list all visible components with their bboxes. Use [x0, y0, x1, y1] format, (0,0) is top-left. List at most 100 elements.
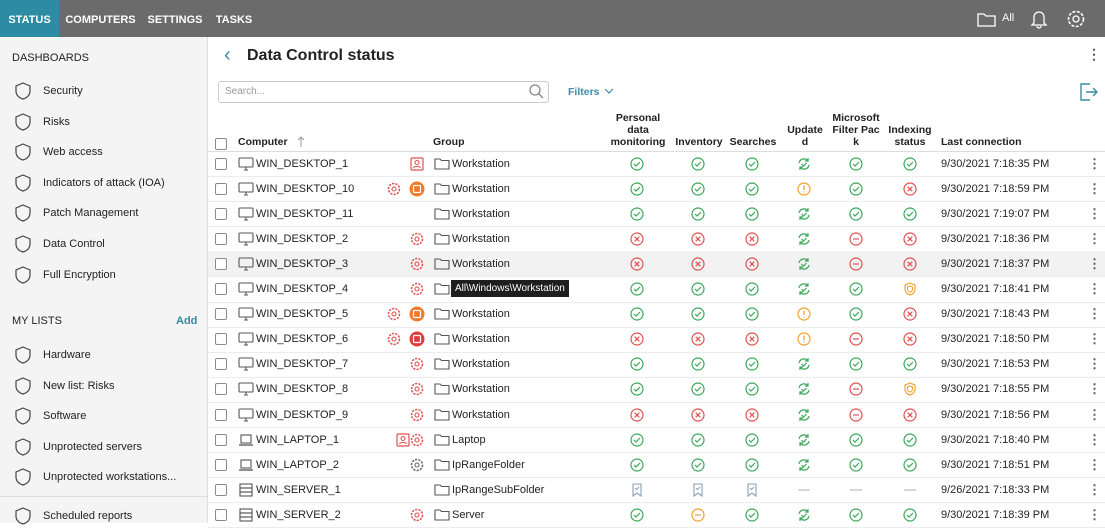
column-header[interactable]: Group — [433, 136, 465, 148]
icon-part — [15, 507, 31, 525]
column-header[interactable]: Searches — [729, 136, 777, 148]
back-button[interactable]: ‹ — [224, 44, 231, 66]
menu-item[interactable]: Patch Management — [43, 207, 139, 220]
row-menu[interactable]: ⋮ — [1088, 431, 1101, 447]
row-menu[interactable]: ⋮ — [1088, 356, 1101, 372]
row-checkbox[interactable] — [215, 257, 227, 270]
row-menu[interactable]: ⋮ — [1088, 481, 1101, 497]
row-menu[interactable]: ⋮ — [1088, 306, 1101, 322]
row-checkbox[interactable] — [215, 508, 227, 521]
menu-item[interactable]: Unprotected servers — [43, 440, 143, 453]
row-menu[interactable]: ⋮ — [1088, 456, 1101, 472]
table-row[interactable] — [208, 226, 1105, 253]
row-menu[interactable]: ⋮ — [1088, 205, 1101, 221]
row-menu[interactable]: ⋮ — [1088, 381, 1101, 397]
status-icon — [745, 407, 759, 422]
table-row[interactable] — [208, 452, 1105, 479]
menu-item[interactable]: New list: Risks — [43, 379, 115, 392]
nav-tab[interactable]: STATUS — [0, 0, 59, 37]
row-checkbox[interactable] — [215, 333, 227, 346]
row-checkbox[interactable] — [215, 358, 227, 371]
row-checkbox[interactable] — [215, 157, 227, 170]
device-icon — [238, 332, 254, 346]
icon-part — [412, 165, 422, 168]
row-checkbox[interactable] — [215, 383, 227, 396]
column-header[interactable]: Personal data monitoring — [610, 112, 666, 148]
column-header[interactable]: Indexing status — [888, 124, 932, 148]
status-icon — [798, 383, 810, 396]
menu-item[interactable]: Scheduled reports — [43, 510, 133, 522]
row-checkbox[interactable] — [215, 408, 227, 421]
more-menu[interactable]: ⋮ — [1087, 46, 1101, 62]
table-row[interactable] — [208, 151, 1105, 177]
row-menu[interactable]: ⋮ — [1088, 281, 1101, 296]
separator — [0, 496, 207, 497]
nav-tab[interactable]: TASKS — [215, 14, 253, 26]
row-menu[interactable]: ⋮ — [1088, 406, 1101, 422]
table-row[interactable] — [208, 302, 1105, 328]
row-menu[interactable]: ⋮ — [1088, 180, 1101, 196]
export-icon[interactable] — [1078, 82, 1098, 102]
add-link[interactable]: Add — [176, 315, 198, 327]
table-row[interactable] — [208, 352, 1105, 378]
table-row[interactable] — [208, 201, 1105, 228]
table-row[interactable] — [208, 251, 1105, 278]
icon-part — [852, 211, 860, 217]
row-checkbox[interactable] — [215, 283, 227, 295]
row-menu[interactable]: ⋮ — [1088, 255, 1101, 271]
icon-part — [297, 136, 305, 147]
row-menu[interactable]: ⋮ — [1088, 506, 1101, 522]
table-row[interactable] — [208, 176, 1105, 203]
column-header[interactable]: Inventory — [675, 136, 723, 148]
menu-item[interactable]: Risks — [43, 115, 70, 128]
row-checkbox[interactable] — [215, 483, 227, 496]
row-menu[interactable]: ⋮ — [1088, 331, 1101, 347]
nav-tab[interactable]: COMPUTERS — [65, 14, 136, 26]
column-header[interactable]: Last connection — [941, 136, 1022, 148]
table-row[interactable] — [208, 427, 1105, 454]
filter-label[interactable]: All — [1002, 12, 1015, 24]
row-checkbox[interactable] — [215, 433, 227, 446]
nav-tab[interactable]: SETTINGS — [147, 14, 203, 26]
row-menu[interactable]: ⋮ — [1088, 155, 1101, 171]
header-checkbox[interactable] — [215, 138, 227, 150]
search-box[interactable] — [218, 81, 549, 103]
row-checkbox[interactable] — [215, 182, 227, 195]
row-checkbox[interactable] — [215, 207, 227, 220]
menu-item[interactable]: Security — [43, 85, 83, 97]
icon-part — [691, 232, 705, 246]
menu-item[interactable]: Full Encryption — [43, 268, 116, 281]
table-row[interactable] — [208, 277, 1105, 303]
chevron — [604, 88, 614, 94]
bell-icon[interactable] — [1030, 9, 1048, 29]
row-menu[interactable]: ⋮ — [1088, 230, 1101, 246]
computer-name: WIN_DESKTOP_1 — [256, 157, 349, 170]
column-header[interactable]: Microsoft Filter Pack — [832, 112, 880, 148]
menu-item[interactable]: Indicators of attack (IOA) — [43, 176, 165, 189]
table-row[interactable] — [208, 502, 1105, 528]
group-name: Workstation — [452, 358, 510, 371]
row-checkbox[interactable] — [215, 458, 227, 471]
icon-part — [434, 333, 450, 345]
menu-item[interactable]: Hardware — [43, 349, 91, 361]
column-header[interactable]: Updated — [787, 124, 823, 148]
icon-part — [238, 382, 254, 393]
table-row[interactable] — [208, 327, 1105, 353]
filters-button[interactable]: Filters — [568, 86, 600, 98]
row-checkbox[interactable] — [215, 308, 227, 321]
column-header[interactable]: Computer — [238, 136, 288, 148]
row-checkbox[interactable] — [215, 232, 227, 245]
status-icon — [798, 458, 810, 471]
menu-item[interactable]: Web access — [43, 146, 103, 159]
device-icon — [239, 459, 253, 471]
icon-part — [238, 257, 254, 268]
icon-part — [434, 459, 450, 471]
menu-item[interactable]: Unprotected workstations... — [43, 471, 177, 484]
table-row[interactable] — [208, 377, 1105, 403]
table-row[interactable] — [208, 402, 1105, 428]
menu-item[interactable]: Data Control — [43, 238, 105, 250]
menu-item[interactable]: Software — [43, 410, 87, 423]
table-row[interactable] — [208, 477, 1105, 504]
settings-icon[interactable] — [1066, 9, 1086, 29]
